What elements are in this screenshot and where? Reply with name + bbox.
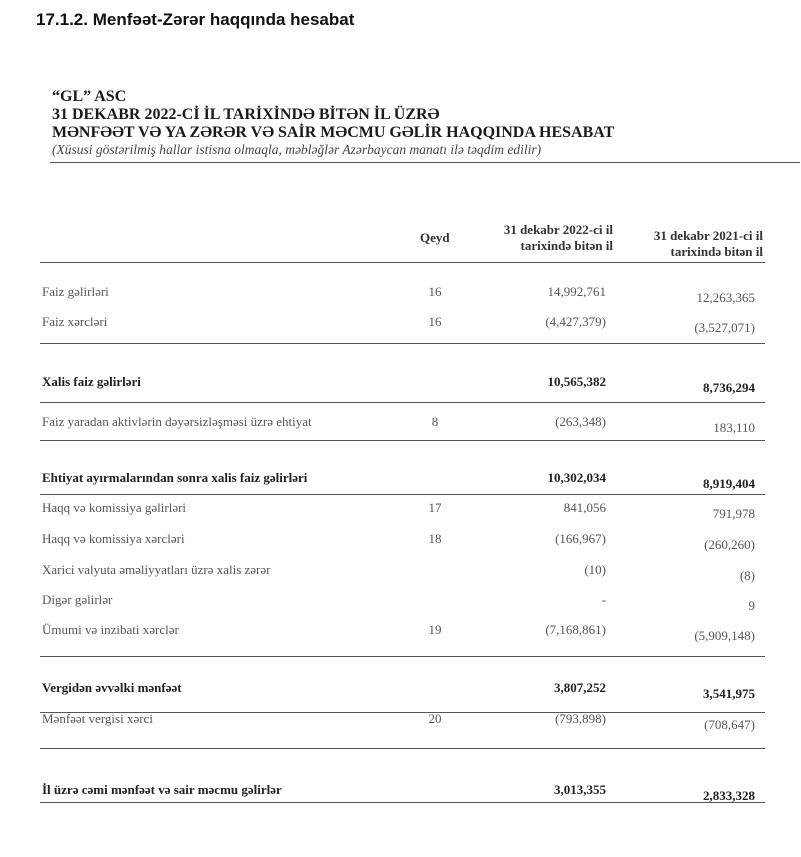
table-row: Digər gəlirlər - 9 <box>0 592 801 613</box>
value-2022: (793,898) <box>555 711 606 726</box>
table-row: Haqq və komissiya gəlirləri 17 841,056 791,… <box>0 500 801 521</box>
value-2021: 9 <box>748 598 756 613</box>
value-2022: (166,967) <box>555 531 606 546</box>
value-2022: (4,427,379) <box>545 314 606 329</box>
row-note: 18 <box>428 531 442 546</box>
value-2021: 8,919,404 <box>703 476 755 491</box>
row-divider <box>40 402 765 403</box>
value-2021: (5,909,148) <box>694 628 755 643</box>
column-header-2022-line1: 31 dekabr 2022-ci il <box>503 222 613 237</box>
value-2021: 2,833,328 <box>703 788 755 803</box>
row-label: Xalis faiz gəlirləri <box>42 374 141 389</box>
value-2021: 791,978 <box>712 506 755 521</box>
table-row: Xarici valyuta əməliyyatları üzrə xalis … <box>0 562 801 583</box>
value-2021: (3,527,071) <box>694 320 755 335</box>
row-note: 20 <box>428 711 442 726</box>
value-2022: (7,168,861) <box>545 622 606 637</box>
value-2021: (260,260) <box>704 537 755 552</box>
value-2021: 12,263,365 <box>696 290 756 305</box>
value-2021: 183,110 <box>713 420 755 435</box>
company-name: “GL” ASC <box>52 88 127 105</box>
value-2021: (708,647) <box>704 717 755 732</box>
value-2022: 3,807,252 <box>554 680 606 695</box>
statement-heading-line2: MƏNFƏƏT VƏ YA ZƏRƏR VƏ SAİR MƏCMU GƏLİR … <box>52 124 615 141</box>
table-row: Mənfəət vergisi xərci 20 (793,898) (708,647… <box>0 711 801 732</box>
row-divider <box>40 494 765 495</box>
header-divider <box>40 262 765 263</box>
row-label: Ehtiyat ayırmalarından sonra xalis faiz … <box>42 470 308 485</box>
table-row: Faiz gəlirləri 16 14,992,761 12,263,365 <box>0 284 801 305</box>
table-row: Faiz yaradan aktivlərin dəyərsizləşməsi … <box>0 414 801 435</box>
row-label: Faiz xərcləri <box>42 314 108 329</box>
column-header-2022: 31 dekabr 2022-ci il tarixində bitən il <box>504 222 613 254</box>
table-row: Xalis faiz gəlirləri 10,565,382 8,736,294 <box>0 374 801 395</box>
row-divider <box>40 712 765 713</box>
row-note: 8 <box>431 414 439 429</box>
row-label: Faiz gəlirləri <box>42 284 109 299</box>
row-divider <box>40 802 765 803</box>
value-2021: 3,541,975 <box>703 686 755 701</box>
row-label: Vergidən əvvəlki mənfəət <box>42 680 182 695</box>
value-2022: 10,302,034 <box>547 470 607 485</box>
value-2022: (263,348) <box>555 414 606 429</box>
row-label: Haqq və komissiya xərcləri <box>42 531 185 546</box>
value-2022: (10) <box>584 562 606 577</box>
row-note: 16 <box>428 314 442 329</box>
value-2022: 14,992,761 <box>547 284 607 299</box>
table-row: Vergidən əvvəlki mənfəət 3,807,252 3,541,9… <box>0 680 801 701</box>
row-label: Ümumi və inzibati xərclər <box>42 622 179 637</box>
column-header-2022-line2: tarixində bitən il <box>520 238 613 253</box>
row-note: 17 <box>428 500 442 515</box>
row-divider <box>40 656 765 657</box>
row-divider <box>40 440 765 441</box>
statement-heading-line1: 31 DEKABR 2022-Cİ İL TARİXİNDƏ BİTƏN İL … <box>52 106 440 123</box>
row-label: İl üzrə cəmi mənfəət və sair məcmu gəlir… <box>42 782 282 797</box>
column-header-2021-line1: 31 dekabr 2021-ci il <box>653 228 763 243</box>
row-note: 16 <box>428 284 442 299</box>
value-2022: 841,056 <box>563 500 606 515</box>
row-note: 19 <box>428 622 442 637</box>
value-2021: (8) <box>739 568 755 583</box>
row-label: Haqq və komissiya gəlirləri <box>42 500 187 515</box>
column-header-2021: 31 dekabr 2021-ci il tarixində bitən il <box>654 228 763 260</box>
table-row: Haqq və komissiya xərcləri 18 (166,967) (26… <box>0 531 801 552</box>
statement-subtitle: (Xüsusi göstərilmiş hallar istisna olmaq… <box>52 142 542 157</box>
row-divider <box>40 343 765 344</box>
value-2022: 3,013,355 <box>554 782 606 797</box>
row-label: Digər gəlirlər <box>42 592 113 607</box>
column-header-2021-line2: tarixində bitən il <box>670 244 763 259</box>
table-row: Faiz xərcləri 16 (4,427,379) (3,527,071) <box>0 314 801 335</box>
row-label: Xarici valyuta əməliyyatları üzrə xalis … <box>42 562 271 577</box>
table-row: Ümumi və inzibati xərclər 19 (7,168,861) (5… <box>0 622 801 643</box>
value-2021: 8,736,294 <box>703 380 755 395</box>
row-label: Faiz yaradan aktivlərin dəyərsizləşməsi … <box>42 414 312 429</box>
table-row: Ehtiyat ayırmalarından sonra xalis faiz … <box>0 470 801 491</box>
column-header-note: Qeyd <box>420 230 450 245</box>
row-label: Mənfəət vergisi xərci <box>42 711 153 726</box>
value-2022: 10,565,382 <box>547 374 607 389</box>
value-2022: - <box>601 592 606 607</box>
row-divider <box>40 748 765 749</box>
table-row: İl üzrə cəmi mənfəət və sair məcmu gəlir… <box>0 782 801 803</box>
section-title: 17.1.2. Menfəət-Zərər haqqında hesabat <box>36 10 355 29</box>
divider <box>50 162 800 163</box>
